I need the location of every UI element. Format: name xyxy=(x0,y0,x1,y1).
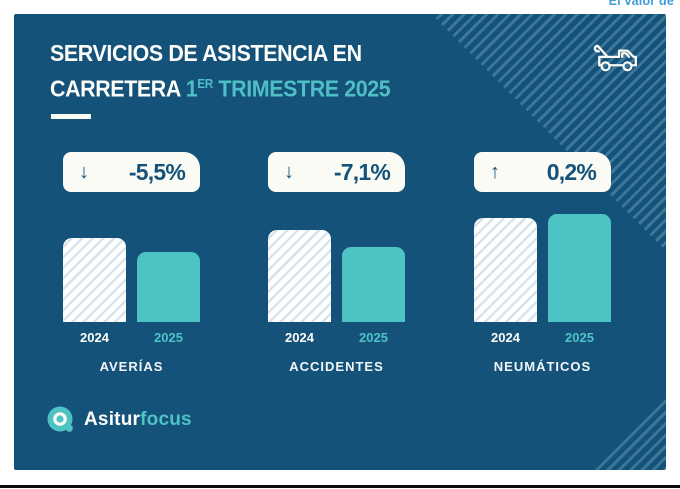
page-title: SERVICIOS DE ASISTENCIA EN CARRETERA 1ER… xyxy=(50,38,391,105)
title-accent-number: 1 xyxy=(185,75,198,102)
infographic-card: SERVICIOS DE ASISTENCIA EN CARRETERA 1ER… xyxy=(14,14,666,470)
title-accent-rest: TRIMESTRE 2025 xyxy=(212,75,391,102)
change-badge: ↓ -7,1% xyxy=(268,152,405,192)
bar-pair xyxy=(268,214,405,322)
bar-2024 xyxy=(268,230,331,322)
title-line1: SERVICIOS DE ASISTENCIA EN xyxy=(50,40,362,66)
bar-2024 xyxy=(474,218,537,322)
change-value: -7,1% xyxy=(333,158,391,185)
chart-group-accidentes: ↓ -7,1% 2024 2025 ACCIDENTES xyxy=(268,152,405,382)
tow-truck-icon xyxy=(593,44,637,72)
change-value: 0,2% xyxy=(546,158,597,185)
change-badge: ↓ -5,5% xyxy=(63,152,200,192)
year-label-2025: 2025 xyxy=(565,330,594,345)
arrow-down-icon: ↓ xyxy=(284,161,294,183)
page-top-right-text: El valor de xyxy=(608,0,674,8)
bar-2025 xyxy=(342,247,405,322)
category-label: ACCIDENTES xyxy=(289,359,384,374)
year-label-2025: 2025 xyxy=(359,330,388,345)
title-underline xyxy=(51,114,91,119)
title-line2-white: CARRETERA xyxy=(50,75,186,102)
year-labels: 2024 2025 xyxy=(63,330,200,345)
bar-2025 xyxy=(137,252,200,322)
bar-2025 xyxy=(548,214,611,322)
bar-pair xyxy=(474,214,611,322)
q-aperture-icon xyxy=(47,406,73,432)
bar-2024 xyxy=(63,238,126,322)
change-badge: ↑ 0,2% xyxy=(474,152,611,192)
year-labels: 2024 2025 xyxy=(268,330,405,345)
chart-group-neumaticos: ↑ 0,2% 2024 2025 NEUMÁTICOS xyxy=(474,152,611,382)
logo-text-primary: Asitur xyxy=(84,409,141,430)
chart-group-averias: ↓ -5,5% 2024 2025 AVERÍAS xyxy=(63,152,200,382)
category-label: AVERÍAS xyxy=(99,359,164,374)
bottom-divider xyxy=(0,484,680,488)
year-label-2024: 2024 xyxy=(491,330,520,345)
year-labels: 2024 2025 xyxy=(474,330,611,345)
asiturfocus-logo: Asiturfocus xyxy=(47,406,192,434)
arrow-down-icon: ↓ xyxy=(79,161,89,183)
change-value: -5,5% xyxy=(128,158,186,185)
title-accent-sup: ER xyxy=(197,77,213,91)
category-label: NEUMÁTICOS xyxy=(493,359,592,374)
year-label-2024: 2024 xyxy=(285,330,314,345)
year-label-2024: 2024 xyxy=(80,330,109,345)
logo-text-secondary: focus xyxy=(140,409,192,430)
year-label-2025: 2025 xyxy=(154,330,183,345)
arrow-up-icon: ↑ xyxy=(490,161,500,183)
bar-pair xyxy=(63,214,200,322)
